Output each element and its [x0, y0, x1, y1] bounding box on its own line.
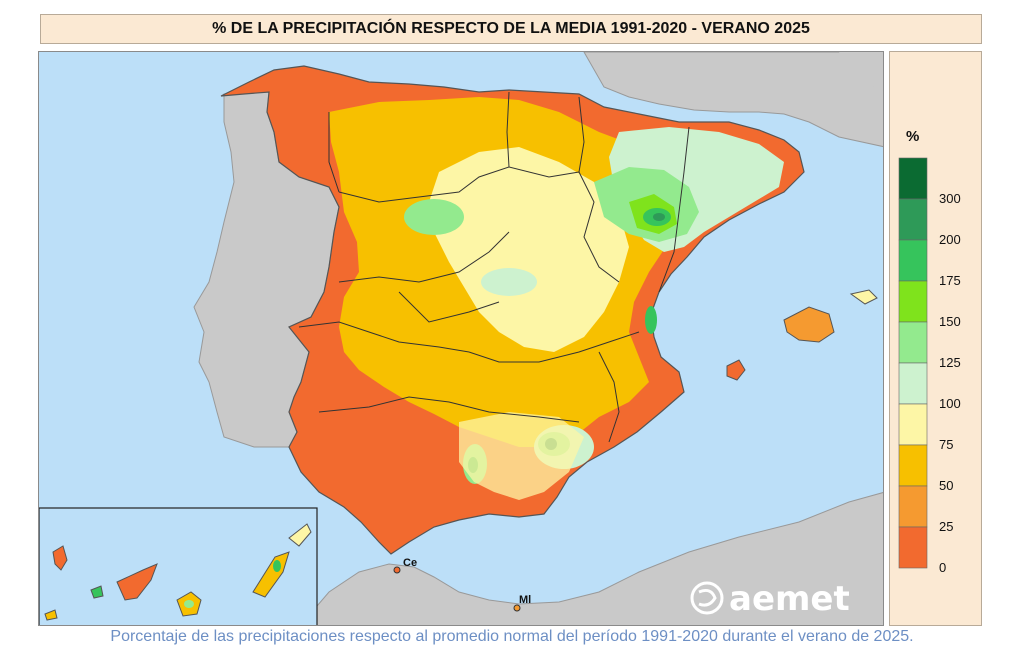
band-100-125-centre [481, 268, 537, 296]
melilla-label: Ml [519, 594, 531, 606]
map-title: % DE LA PRECIPITACIÓN RESPECTO DE LA MED… [40, 14, 982, 44]
la-gomera [90, 585, 104, 599]
gran-canaria-centre [184, 600, 194, 608]
legend-swatch-0 [898, 526, 928, 569]
regional-borders [298, 91, 690, 443]
legend-swatch-100 [898, 362, 928, 405]
ibiza [726, 359, 746, 381]
legend-label-300: 300 [939, 191, 961, 206]
fuerteventura-green [273, 560, 281, 572]
ceuta-marker [393, 566, 401, 574]
menorca [849, 289, 878, 305]
legend-label-150: 150 [939, 314, 961, 329]
legend-label-125: 125 [939, 355, 961, 370]
legend: % 300 200 175 150 125 100 75 50 25 0 [889, 51, 982, 626]
legend-label-0: 0 [939, 560, 946, 575]
legend-label-75: 75 [939, 437, 953, 452]
legend-swatch-300 [898, 157, 928, 200]
legend-swatch-25 [898, 485, 928, 528]
legend-swatch-200 [898, 198, 928, 241]
band-75-100-andalucia [459, 412, 584, 500]
band-75-100 [429, 147, 629, 352]
band-125-150-centre [404, 199, 464, 235]
aemet-logo-swirl [698, 589, 717, 607]
legend-label-25: 25 [939, 519, 953, 534]
legend-label-100: 100 [939, 396, 961, 411]
legend-swatch-75 [898, 403, 928, 446]
la-palma [52, 545, 68, 571]
legend-swatch-50 [898, 444, 928, 487]
melilla-marker [513, 604, 521, 612]
legend-swatch-125 [898, 321, 928, 364]
legend-swatch-175 [898, 239, 928, 282]
aemet-logo-text: aemet [729, 579, 850, 619]
legend-unit: % [906, 128, 920, 145]
el-hierro [44, 609, 58, 621]
precipitation-map: Ce Ml aemet [38, 51, 884, 626]
legend-swatch-150 [898, 280, 928, 323]
legend-scale: 300 200 175 150 125 100 75 50 25 0 [898, 157, 961, 575]
legend-label-50: 50 [939, 478, 953, 493]
lanzarote [288, 523, 312, 547]
france-land [583, 52, 883, 148]
band-175-200-valencia [645, 306, 657, 334]
corsica-land [839, 52, 883, 92]
tenerife [116, 563, 158, 601]
band-200-300-ne [653, 213, 665, 221]
aemet-logo: aemet [690, 579, 850, 619]
aemet-logo-icon [690, 581, 724, 615]
ceuta-label: Ce [403, 557, 417, 569]
legend-label-175: 175 [939, 273, 961, 288]
mallorca [783, 306, 835, 343]
legend-label-200: 200 [939, 232, 961, 247]
caption: Porcentaje de las precipitaciones respec… [110, 628, 914, 645]
africa-land [300, 492, 883, 625]
